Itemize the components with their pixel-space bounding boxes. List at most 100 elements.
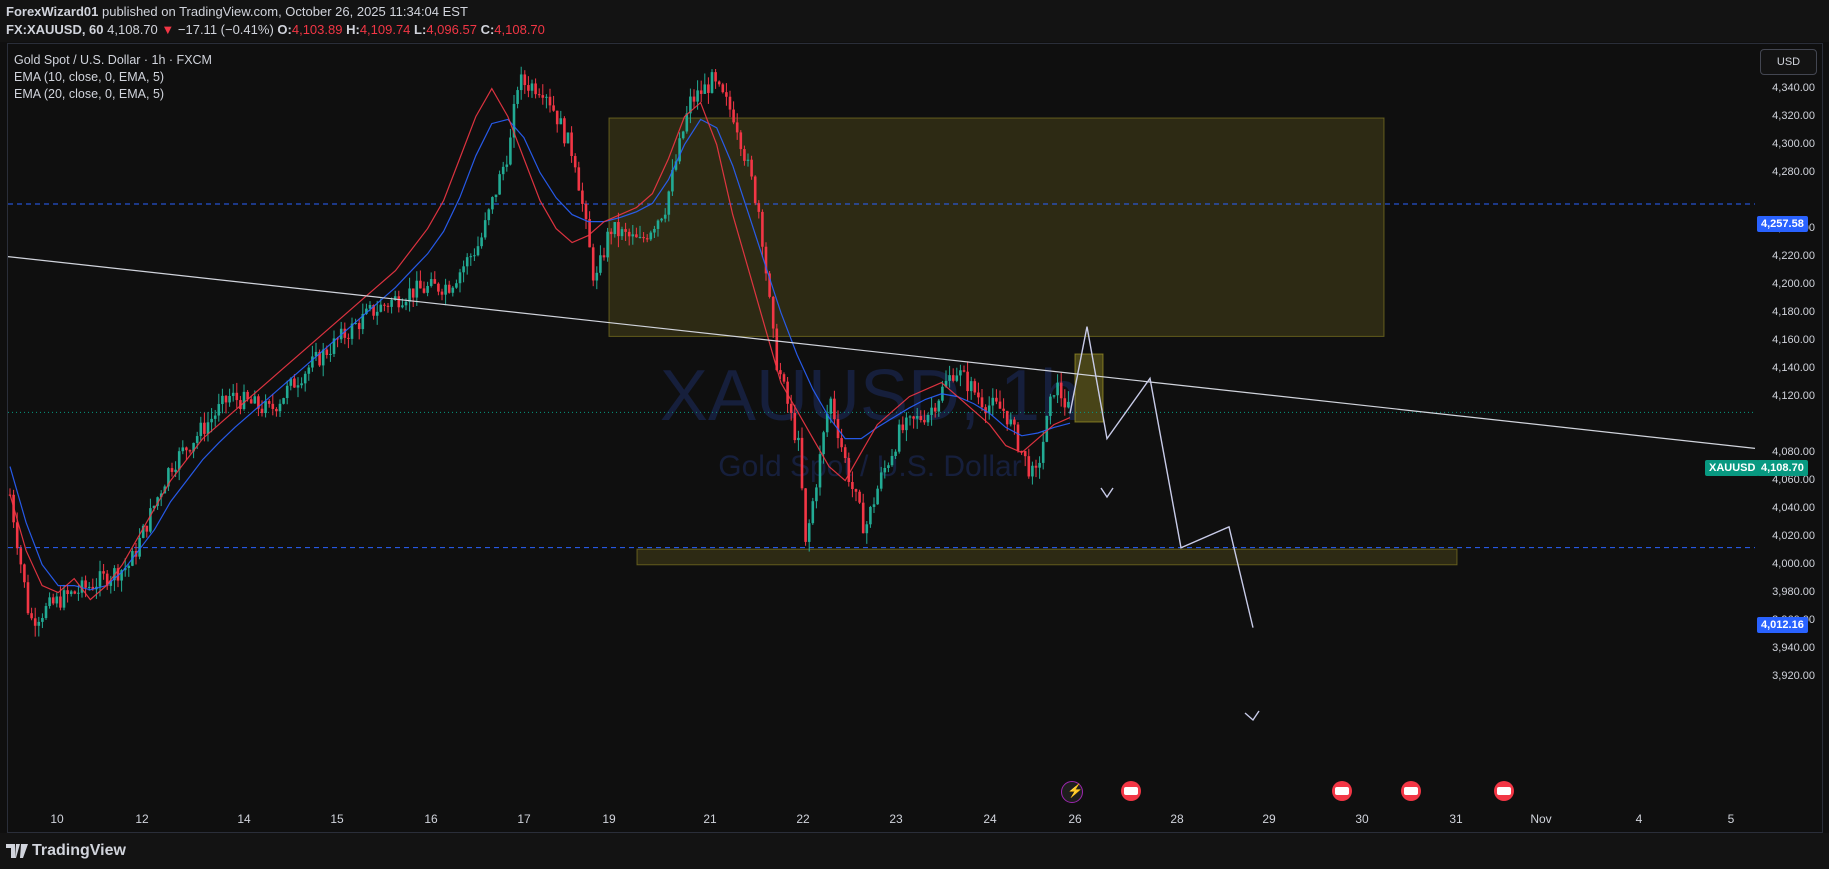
candle-down (372, 304, 375, 316)
candle-up (213, 415, 217, 419)
candle-up (905, 417, 908, 431)
candle-up (897, 424, 901, 452)
price-axis-label: 4,300.00 (1772, 137, 1815, 150)
candle-up (469, 256, 473, 258)
candle-up (509, 137, 512, 165)
candle-down (336, 338, 339, 340)
candle-up (462, 266, 465, 273)
lower-line-price-tag: 4,012.16 (1757, 617, 1808, 633)
candle-down (732, 109, 735, 123)
candle-down (768, 273, 771, 297)
current-price-tag: 4,108.70 (1757, 460, 1808, 476)
legend-title[interactable]: Gold Spot / U.S. Dollar · 1h · FXCM (14, 53, 212, 67)
us-flag-event-icon[interactable] (1121, 781, 1141, 801)
candle-down (843, 447, 847, 459)
candle-up (869, 506, 872, 525)
candle-down (858, 491, 861, 503)
time-axis-label: 17 (517, 812, 531, 826)
time-axis-label: 14 (237, 812, 251, 826)
candle-down (73, 591, 77, 594)
candle-up (667, 191, 671, 215)
candle-down (185, 447, 188, 451)
trendline (7, 256, 1756, 449)
candle-down (761, 211, 764, 247)
tradingview-logo[interactable]: TradingView (6, 842, 126, 860)
candle-up (649, 232, 653, 240)
us-flag-event-icon[interactable] (1332, 781, 1352, 801)
candle-up (311, 356, 314, 368)
candle-down (411, 288, 415, 298)
candle-up (375, 311, 379, 316)
candle-up (1031, 465, 1034, 477)
time-axis-label: 30 (1355, 812, 1369, 826)
candle-up (296, 385, 300, 388)
candle-up (289, 378, 293, 386)
candle-up (530, 83, 534, 91)
price-axis-label: 4,220.00 (1772, 249, 1815, 262)
candle-down (627, 231, 631, 237)
candle-down (23, 564, 26, 583)
candle-down (357, 323, 361, 330)
candle-down (721, 84, 725, 93)
candle-down (901, 424, 905, 431)
candle-up (177, 451, 181, 470)
candle-up (483, 220, 487, 238)
candle-down (642, 236, 645, 239)
supply-zone (608, 117, 1385, 337)
candle-up (408, 288, 411, 302)
candle-up (48, 597, 51, 607)
ema-10-line (9, 87, 1071, 601)
price-change: −17.11 (−0.41%) (177, 22, 274, 37)
candle-up (455, 283, 458, 288)
candle-down (1027, 456, 1031, 477)
candle-up (87, 586, 91, 588)
candle-up (109, 580, 113, 586)
candle-down (707, 84, 710, 93)
candle-up (480, 237, 483, 247)
candle-down (728, 96, 732, 110)
time-axis-label: 26 (1068, 812, 1082, 826)
us-flag-event-icon[interactable] (1494, 781, 1514, 801)
chart-legend: Gold Spot / U.S. Dollar · 1h · FXCM EMA … (14, 52, 212, 103)
candle-down (59, 596, 62, 608)
close-label: C: (480, 22, 495, 37)
candle-up (303, 373, 307, 384)
candle-up (559, 118, 563, 125)
flash-event-icon[interactable]: ⚡ (1061, 781, 1083, 803)
candle-down (1063, 398, 1067, 408)
price-axis-label: 3,980.00 (1772, 585, 1815, 598)
candle-down (764, 246, 768, 274)
legend-ema-10[interactable]: EMA (10, close, 0, EMA, 5) (14, 70, 165, 84)
candle-down (440, 291, 444, 295)
candle-up (930, 407, 933, 415)
tv-logo-icon (6, 844, 28, 858)
candle-down (851, 481, 854, 490)
ema-20-line (9, 118, 1071, 591)
price-axis-label: 4,160.00 (1772, 333, 1815, 346)
candle-up (1052, 395, 1056, 397)
candle-up (825, 413, 829, 433)
candle-up (55, 596, 59, 604)
candle-up (908, 416, 912, 418)
candle-up (451, 287, 455, 293)
candle-up (69, 591, 73, 595)
symbol-label[interactable]: FX:XAUUSD, 60 (6, 22, 104, 37)
candle-up (811, 501, 815, 524)
chart-pane[interactable] (7, 43, 1823, 833)
watermark-symbol: XAUUSD, 1h (660, 356, 1080, 436)
candle-up (491, 197, 494, 210)
upper-line-price-tag: 4,257.58 (1757, 216, 1808, 232)
candle-up (429, 279, 433, 286)
currency-button[interactable]: USD (1760, 49, 1817, 75)
candle-down (19, 548, 23, 565)
us-flag-event-icon[interactable] (1401, 781, 1421, 801)
candle-up (314, 351, 318, 357)
legend-ema-20[interactable]: EMA (20, close, 0, EMA, 5) (14, 87, 165, 101)
candle-up (44, 606, 48, 619)
candle-down (1016, 424, 1020, 451)
candle-up (210, 418, 213, 423)
brand-name: TradingView (32, 842, 126, 859)
author-name[interactable]: ForexWizard01 (6, 4, 99, 19)
time-axis-label: 16 (424, 812, 438, 826)
